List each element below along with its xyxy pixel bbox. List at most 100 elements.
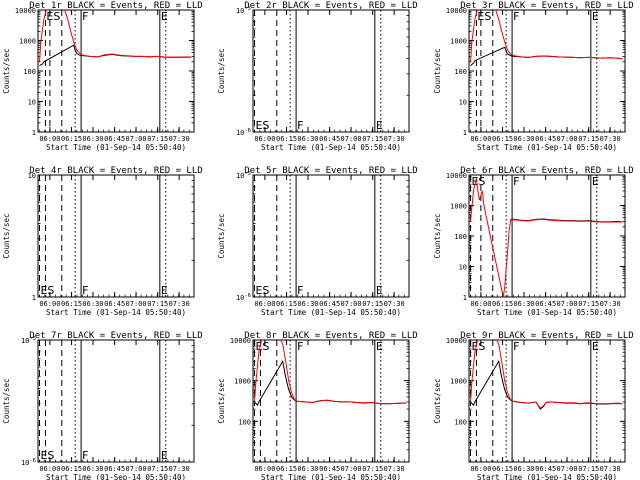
- x-tick-label: 06:15: [492, 135, 513, 143]
- x-axis-label: Start Time (01-Sep-14 05:50:40): [46, 143, 186, 152]
- x-tick-label: 06:30: [513, 300, 534, 308]
- panel-det-9r: Det 9r BLACK = Events, RED = LLD 100 1000 1…: [433, 331, 634, 480]
- plot-frame: [252, 339, 410, 463]
- x-tick-label: 07:00: [557, 300, 578, 308]
- marker-label-es: ES: [471, 175, 485, 188]
- panel-det-3r: Det 3r BLACK = Events, RED = LLD 1 10 100 10…: [433, 1, 634, 152]
- y-axis-label: Counts/sec: [433, 213, 442, 258]
- y-tick-label: 100: [454, 418, 467, 426]
- marker-label-es: ES: [471, 340, 485, 353]
- marker-label-es: ES: [40, 284, 54, 297]
- y-tick-label: 10: [459, 99, 467, 107]
- x-tick-label: 06:00: [254, 465, 275, 473]
- marker-label-es: ES: [255, 119, 269, 132]
- panel-title: Det 4r BLACK = Events, RED = LLD: [29, 166, 202, 176]
- y-tick-label: 1: [463, 294, 467, 302]
- x-tick-label: 07:30: [169, 300, 190, 308]
- x-tick-label: 06:00: [470, 300, 491, 308]
- x-tick-label: 07:30: [600, 135, 621, 143]
- x-tick-label: 06:45: [319, 300, 340, 308]
- x-tick-label: 07:30: [600, 465, 621, 473]
- x-axis-label: Start Time (01-Sep-14 05:50:40): [477, 473, 617, 480]
- marker-label-e: E: [161, 449, 168, 462]
- y-tick-label: 10-5: [236, 171, 251, 180]
- x-axis-label: Start Time (01-Sep-14 05:50:40): [477, 143, 617, 152]
- x-tick-label: 07:00: [341, 465, 362, 473]
- x-axis-label: Start Time (01-Sep-14 05:50:40): [46, 308, 186, 317]
- x-tick-label: 07:30: [169, 465, 190, 473]
- x-tick-label: 07:15: [147, 300, 168, 308]
- series-lld-red: [39, 10, 192, 62]
- series-lld-red: [254, 340, 407, 405]
- panel-title: Det 3r BLACK = Events, RED = LLD: [460, 1, 633, 11]
- x-tick-label: 07:30: [600, 300, 621, 308]
- x-tick-label: 06:45: [319, 135, 340, 143]
- x-tick-label: 07:00: [557, 465, 578, 473]
- x-tick-label: 06:00: [39, 300, 60, 308]
- y-tick-label: 10: [28, 99, 36, 107]
- y-tick-label: 10000: [446, 172, 467, 180]
- series-lld-red: [470, 340, 623, 409]
- x-tick-label: 06:00: [39, 135, 60, 143]
- panel-det-2r: Det 2r BLACK = Events, RED = LLD 10-6 10-5…: [217, 1, 418, 152]
- y-tick-label: 1: [32, 129, 36, 137]
- x-tick-label: 06:45: [319, 465, 340, 473]
- marker-label-f: F: [297, 119, 303, 132]
- plot-frame: [252, 174, 410, 298]
- marker-label-e: E: [376, 340, 383, 353]
- y-tick-label: 100: [238, 418, 251, 426]
- marker-label-es: ES: [40, 449, 54, 462]
- marker-label-f: F: [297, 284, 303, 297]
- x-tick-label: 06:45: [104, 135, 125, 143]
- y-tick-label: 10-5: [236, 6, 251, 15]
- x-axis-label: Start Time (01-Sep-14 05:50:40): [261, 308, 401, 317]
- y-tick-label: 10-6: [21, 458, 36, 467]
- marker-label-f: F: [513, 175, 519, 188]
- y-axis-label: Counts/sec: [2, 48, 11, 93]
- x-tick-label: 06:15: [276, 300, 297, 308]
- x-tick-label: 07:00: [341, 135, 362, 143]
- y-axis-label: Counts/sec: [433, 48, 442, 93]
- x-tick-label: 07:15: [362, 135, 383, 143]
- x-tick-label: 07:15: [362, 465, 383, 473]
- x-tick-label: 06:30: [297, 135, 318, 143]
- plot-frame: [37, 339, 195, 463]
- series-lld-red: [470, 177, 623, 297]
- x-tick-label: 06:00: [254, 300, 275, 308]
- x-tick-label: 07:15: [147, 465, 168, 473]
- x-tick-label: 06:30: [513, 465, 534, 473]
- y-axis-label: Counts/sec: [217, 48, 226, 93]
- marker-label-es: ES: [477, 10, 491, 23]
- x-tick-label: 06:30: [513, 135, 534, 143]
- x-tick-label: 06:00: [470, 135, 491, 143]
- marker-label-es: ES: [46, 10, 60, 23]
- marker-label-e: E: [161, 284, 168, 297]
- x-tick-label: 07:15: [578, 135, 599, 143]
- y-tick-label: 100: [23, 68, 36, 76]
- panel-title: Det 8r BLACK = Events, RED = LLD: [244, 331, 417, 341]
- x-tick-label: 07:30: [384, 465, 405, 473]
- marker-label-e: E: [161, 10, 168, 23]
- x-tick-label: 06:00: [470, 465, 491, 473]
- y-tick-label: 10-6: [236, 293, 251, 302]
- plot-frame: [252, 9, 410, 133]
- x-tick-label: 07:00: [126, 300, 147, 308]
- panel-det-6r: Det 6r BLACK = Events, RED = LLD 1 10 100 10…: [433, 166, 634, 317]
- y-tick-label: 10000: [446, 7, 467, 15]
- x-tick-label: 06:00: [39, 465, 60, 473]
- x-tick-label: 06:45: [104, 300, 125, 308]
- x-tick-label: 07:00: [126, 465, 147, 473]
- panel-title: Det 1r BLACK = Events, RED = LLD: [29, 1, 202, 11]
- x-tick-label: 07:15: [578, 465, 599, 473]
- y-tick-label: 1000: [19, 38, 36, 46]
- panel-title: Det 7r BLACK = Events, RED = LLD: [29, 331, 202, 341]
- marker-label-e: E: [376, 119, 383, 132]
- x-tick-label: 06:45: [104, 465, 125, 473]
- marker-label-e: E: [592, 175, 599, 188]
- y-tick-label: 100: [454, 233, 467, 241]
- x-tick-label: 07:00: [341, 300, 362, 308]
- y-axis-label: Counts/sec: [433, 378, 442, 423]
- panel-det-1r: Det 1r BLACK = Events, RED = LLD 1 10 100 10…: [2, 1, 203, 152]
- marker-label-f: F: [513, 340, 519, 353]
- y-tick-label: 10000: [15, 7, 36, 15]
